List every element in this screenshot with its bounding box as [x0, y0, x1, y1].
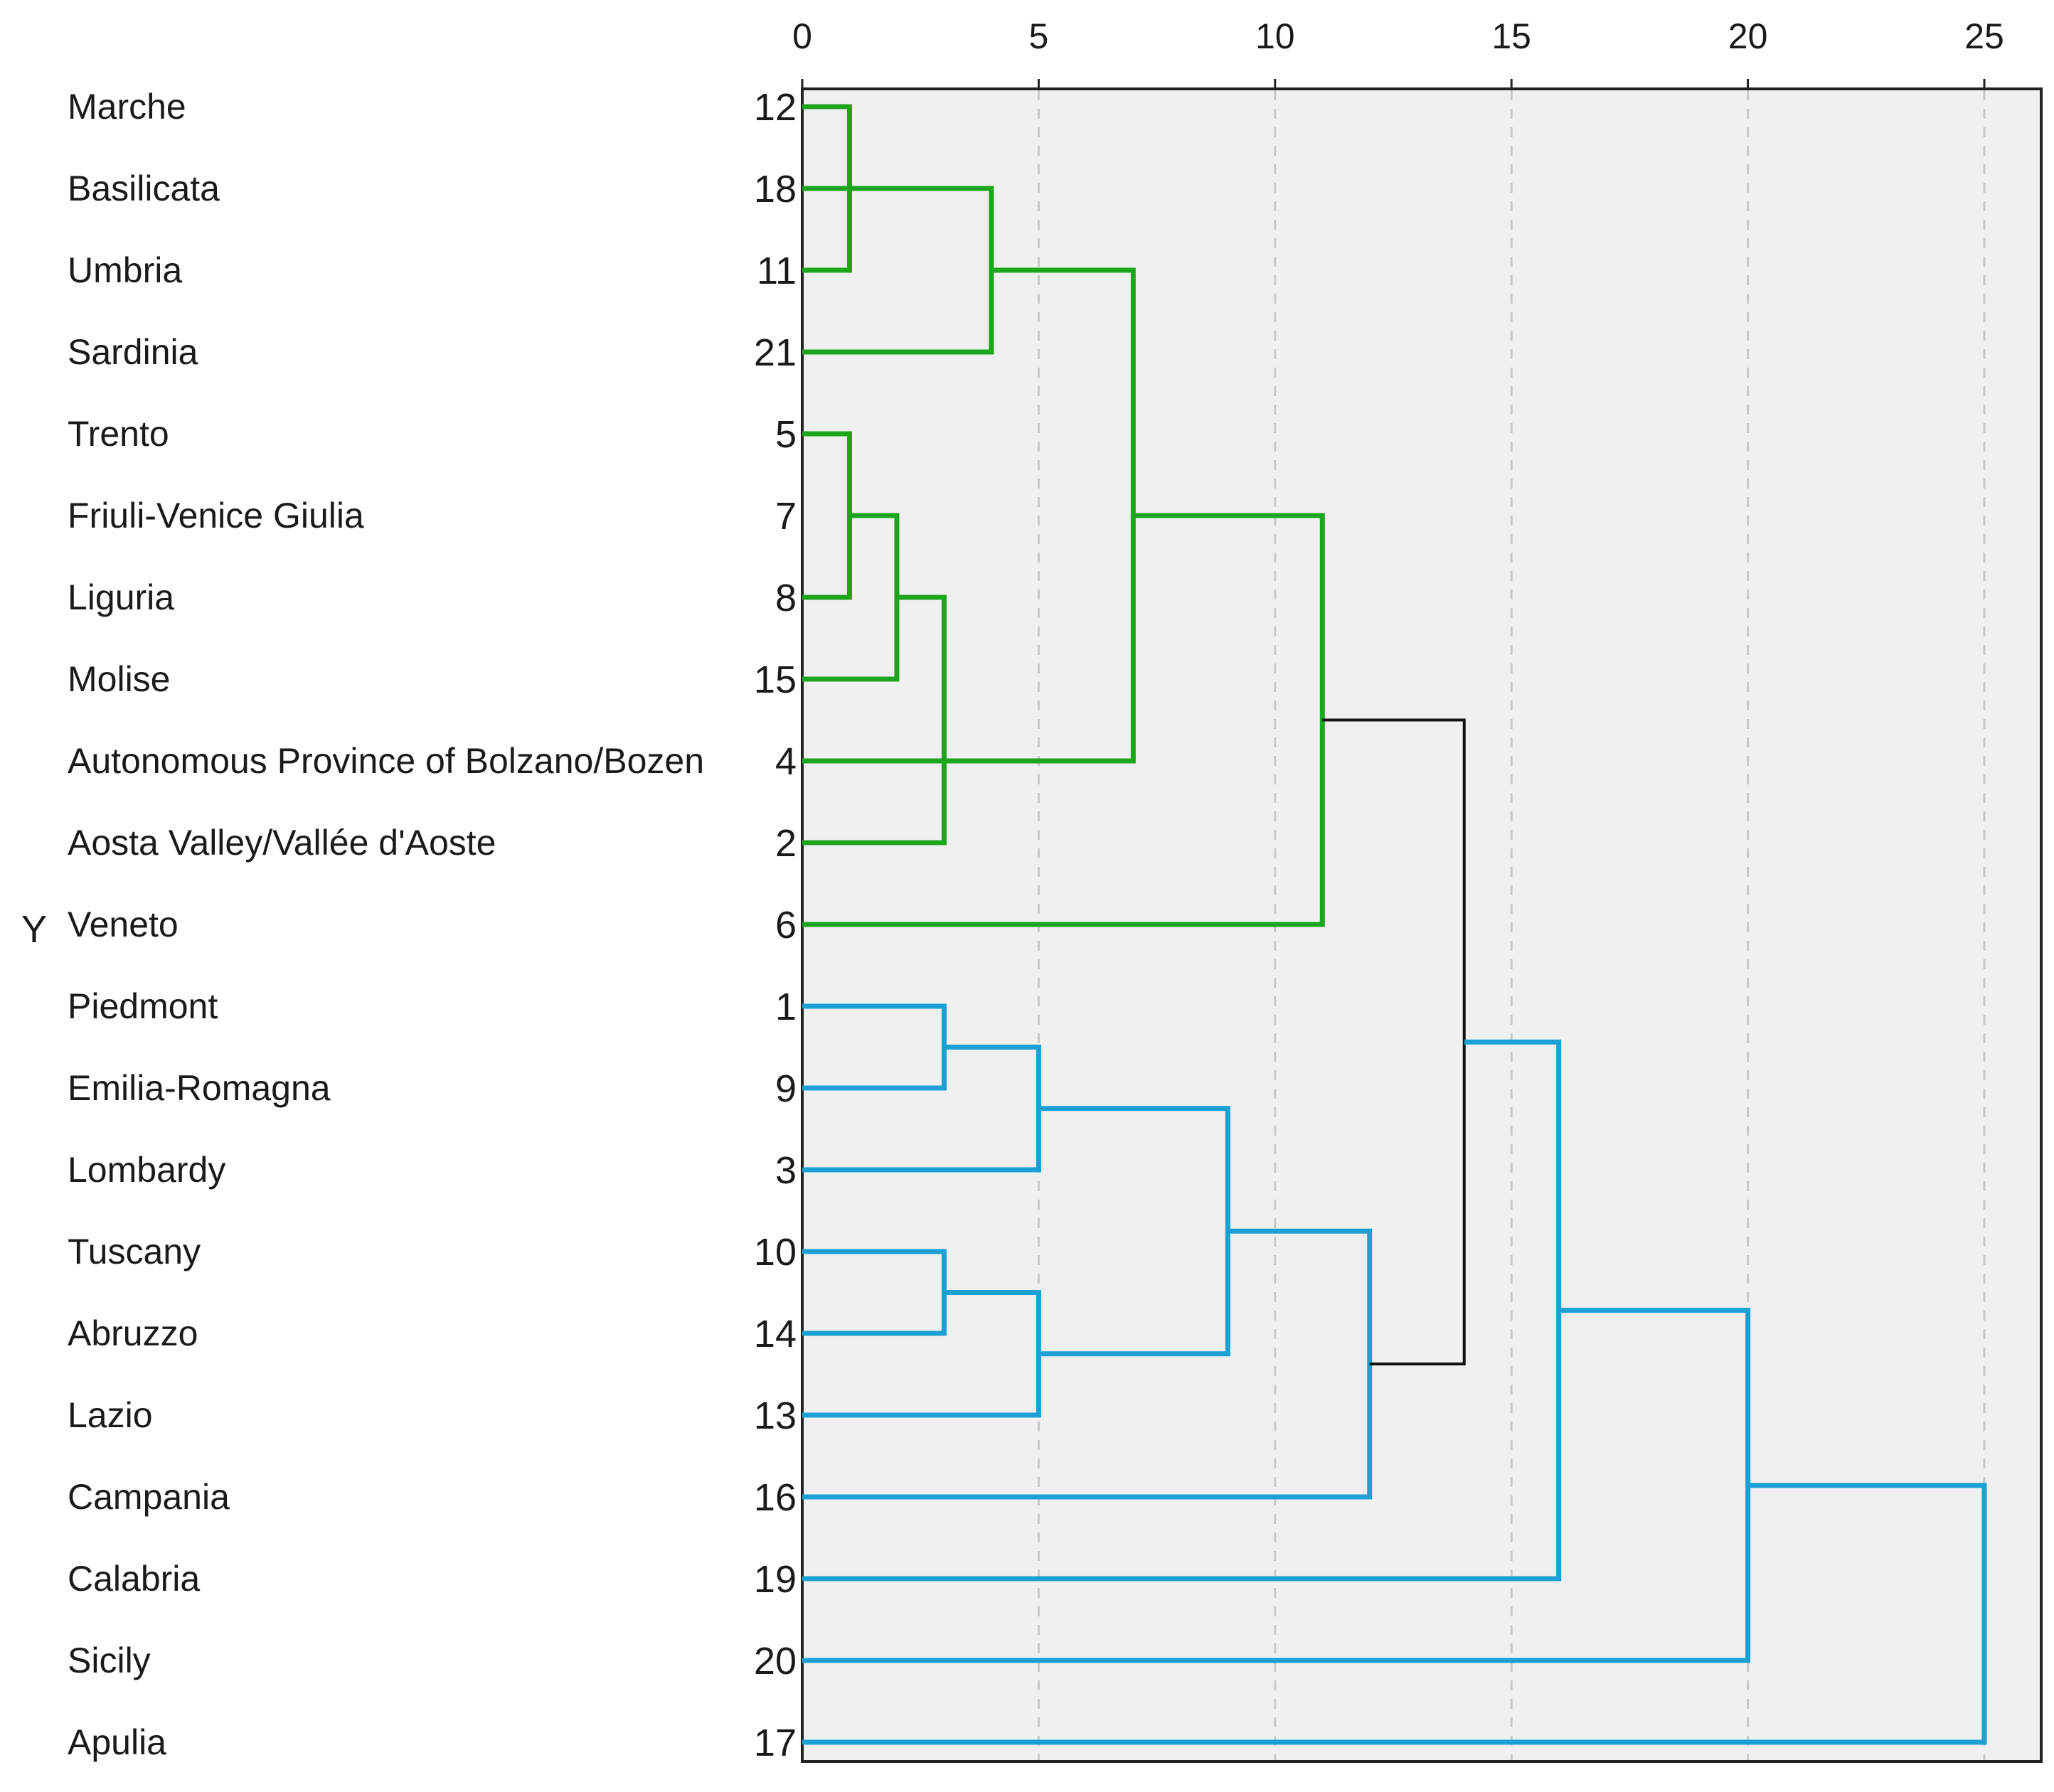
- leaf-case-number: 3: [775, 1149, 797, 1192]
- leaf-label: Calabria: [68, 1559, 200, 1599]
- leaf-case-number: 21: [754, 331, 797, 374]
- leaf-case-number: 11: [757, 250, 797, 292]
- leaf-case-number: 16: [754, 1476, 797, 1519]
- leaf-case-number: 14: [754, 1313, 797, 1355]
- leaf-label: Molise: [68, 659, 170, 699]
- x-tick-label: 15: [1491, 16, 1531, 56]
- leaf-label: Friuli-Venice Giulia: [68, 496, 364, 535]
- leaf-label: Lazio: [68, 1395, 153, 1435]
- leaf-label: Trento: [68, 414, 169, 454]
- leaf-label: Aosta Valley/Vallée d'Aoste: [68, 823, 496, 863]
- leaf-case-number: 12: [754, 86, 797, 129]
- leaf-case-number: 13: [754, 1394, 797, 1437]
- dendrogram-link-m17: [802, 1483, 1987, 1745]
- leaf-case-number: 18: [754, 168, 797, 210]
- leaf-label: Basilicata: [68, 169, 220, 208]
- x-axis-ticks: 0 5 10 15 20 25: [792, 16, 2004, 89]
- x-tick-label: 10: [1255, 16, 1295, 56]
- dendrogram-branches: [802, 104, 1987, 1745]
- leaf-label: Marche: [68, 87, 186, 127]
- leaf-case-number: 7: [775, 495, 797, 538]
- leaf-label: Piedmont: [68, 986, 218, 1026]
- leaf-label: Emilia-Romagna: [68, 1068, 331, 1108]
- leaf-case-number: 4: [775, 740, 797, 783]
- leaf-label: Sardinia: [68, 332, 198, 372]
- y-axis-letter: Y: [21, 908, 47, 951]
- leaf-case-number: 6: [775, 904, 797, 946]
- leaf-label: Umbria: [68, 250, 182, 290]
- leaf-case-number: 2: [775, 822, 797, 865]
- x-tick-label: 20: [1728, 16, 1768, 56]
- leaf-case-number: 15: [754, 658, 797, 701]
- leaf-case-number: 19: [754, 1558, 797, 1601]
- leaf-case-number: 8: [775, 577, 797, 619]
- leaf-label: Apulia: [68, 1722, 166, 1762]
- leaf-label: Sicily: [68, 1641, 151, 1680]
- leaf-label: Veneto: [68, 905, 179, 944]
- leaf-label: Lombardy: [68, 1150, 225, 1190]
- leaf-case-number: 20: [754, 1640, 797, 1682]
- leaf-label: Campania: [68, 1477, 230, 1517]
- leaf-label: Tuscany: [68, 1232, 201, 1271]
- leaf-case-number: 1: [775, 986, 797, 1028]
- leaf-case-number: 17: [754, 1722, 797, 1764]
- x-tick-label: 5: [1028, 16, 1048, 56]
- leaf-case-number: 9: [775, 1067, 797, 1110]
- leaf-label: Liguria: [68, 577, 174, 617]
- x-tick-label: 25: [1964, 16, 2004, 56]
- leaf-case-number: 10: [754, 1231, 797, 1274]
- leaf-case-number: 5: [775, 413, 797, 456]
- leaf-label: Abruzzo: [68, 1313, 198, 1353]
- x-tick-label: 0: [792, 16, 812, 56]
- leaf-label: Autonomous Province of Bolzano/Bozen: [68, 741, 704, 781]
- dendrogram-link-m4: [802, 594, 947, 846]
